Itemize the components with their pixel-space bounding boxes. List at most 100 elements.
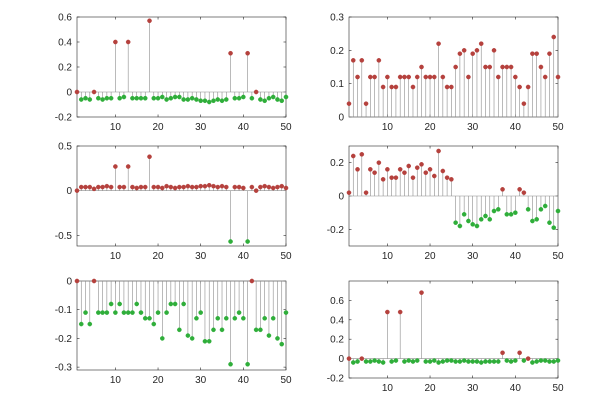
x-tick-label: 10 — [110, 251, 122, 262]
y-tick-label: 0.3 — [330, 13, 344, 24]
stem-marker — [147, 316, 152, 321]
stem-marker — [206, 182, 212, 188]
plot-area — [348, 280, 559, 379]
stem-marker — [164, 97, 169, 102]
stem-marker — [142, 316, 148, 321]
y-tick-label: 0 — [338, 354, 344, 365]
y-tick-label: -0.1 — [55, 305, 73, 316]
stem-marker — [147, 18, 152, 24]
stem-marker — [241, 94, 246, 100]
stem-marker — [346, 356, 352, 361]
stem-marker — [241, 185, 246, 191]
x-tick-label: 20 — [424, 251, 436, 262]
stem-marker — [198, 183, 203, 189]
stem-marker — [177, 184, 182, 190]
stem-marker — [500, 64, 505, 70]
stem-marker — [249, 278, 255, 284]
stem-marker — [236, 310, 242, 315]
stem-marker — [508, 64, 514, 70]
stem-marker — [470, 359, 475, 364]
stem-marker — [521, 358, 527, 363]
stem-marker — [478, 217, 484, 222]
y-tick-label: 0.4 — [58, 38, 72, 49]
x-tick-label: 10 — [382, 251, 394, 262]
stem-marker — [487, 359, 493, 364]
stem-marker — [530, 51, 535, 56]
x-tick-label: 40 — [510, 122, 522, 133]
stem-marker — [542, 74, 548, 80]
stem-marker — [104, 183, 110, 189]
stem-marker — [121, 184, 127, 190]
stem-marker — [385, 167, 390, 172]
stem-marker — [355, 359, 360, 364]
stem-marker — [432, 358, 437, 363]
stem-marker — [504, 358, 510, 363]
x-tick-label: 40 — [510, 383, 522, 394]
stem-marker — [228, 239, 233, 244]
stem-marker — [172, 301, 178, 307]
stem-marker — [551, 34, 557, 40]
stem-marker — [491, 359, 497, 364]
stem-marker — [249, 95, 255, 101]
stem-marker — [423, 170, 429, 175]
stem-marker — [427, 74, 433, 80]
x-tick-label: 30 — [195, 375, 207, 386]
stem-marker — [521, 190, 527, 195]
stem-marker — [125, 39, 131, 45]
stem-marker — [376, 359, 382, 364]
y-tick-label: -0.5 — [55, 231, 73, 242]
y-tick-label: 0.6 — [330, 296, 344, 307]
stem-marker — [253, 89, 259, 95]
stem-marker — [189, 184, 195, 190]
x-tick-label: 40 — [238, 251, 250, 262]
stem-marker — [194, 184, 199, 190]
stem-marker — [266, 333, 272, 338]
stem-marker — [258, 327, 263, 333]
stem-marker — [457, 51, 463, 56]
stem-marker — [513, 358, 518, 363]
x-tick-label: 30 — [467, 383, 479, 394]
x-tick-label: 30 — [195, 251, 207, 262]
x-tick-label: 40 — [238, 375, 250, 386]
stem-marker — [380, 84, 386, 90]
stem-marker — [551, 359, 557, 364]
stem-marker — [108, 95, 114, 101]
stem-marker — [444, 175, 450, 180]
y-tick-label: -0.3 — [55, 363, 73, 374]
stem-marker — [130, 310, 135, 315]
stem-marker — [189, 336, 195, 341]
stem-marker — [436, 360, 441, 365]
stem-marker — [91, 278, 97, 284]
stem-marker — [380, 177, 386, 182]
stem-marker — [134, 301, 140, 307]
x-tick-label: 20 — [424, 122, 436, 133]
stem-marker — [538, 207, 544, 212]
stem-marker — [223, 184, 229, 190]
stem-marker — [78, 184, 84, 190]
stem-marker — [130, 184, 135, 190]
stem-marker — [223, 316, 229, 321]
stem-marker — [155, 95, 161, 101]
stem-marker — [449, 358, 454, 363]
stem-marker — [236, 95, 242, 101]
stem-marker — [262, 316, 267, 321]
y-tick-label: -0.2 — [327, 225, 345, 236]
stem-marker — [283, 185, 289, 191]
stem-marker — [117, 184, 122, 190]
stem-marker — [262, 183, 267, 189]
stem-marker — [397, 74, 403, 80]
stem-marker — [555, 358, 561, 363]
stem-marker — [376, 58, 382, 63]
stem-marker — [372, 74, 377, 80]
subplot-5: -0.3 -0.2 -0.1 0 10 20 30 40 50 — [55, 277, 292, 387]
stem-marker — [470, 51, 475, 56]
stem-marker — [185, 333, 191, 338]
stem-marker — [100, 97, 105, 102]
stem-marker — [211, 98, 216, 104]
stem-marker — [508, 359, 514, 364]
stem-marker — [385, 74, 390, 80]
stem-marker — [236, 184, 242, 190]
stem-marker — [219, 98, 225, 104]
stem-marker — [91, 89, 97, 95]
stem-marker — [74, 278, 80, 284]
